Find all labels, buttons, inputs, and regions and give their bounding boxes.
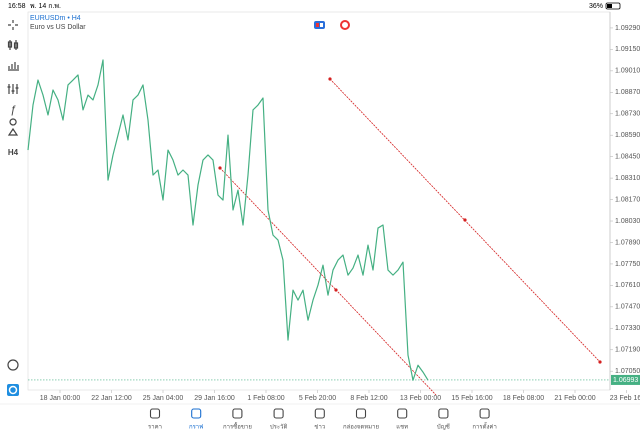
y-tick-label: 1.07050 (615, 368, 640, 375)
status-time: 16:58 (8, 3, 26, 10)
tab-icon[interactable] (149, 408, 161, 419)
y-tick-label: 1.08590 (615, 132, 640, 139)
y-tick-label: 1.08310 (615, 175, 640, 182)
tab-label[interactable]: แชท (396, 424, 408, 431)
left-toolbar: ƒ H4 (7, 20, 19, 396)
x-tick-label: 5 Feb 20:00 (299, 395, 336, 402)
x-tick-label: 25 Jan 04:00 (143, 395, 184, 402)
x-tick-label: 18 Jan 00:00 (40, 395, 81, 402)
plot: 1.09290 1.09150 1.09010 1.08870 1.08730 1.085… (27, 25, 640, 402)
tab-label[interactable]: บัญชี (437, 423, 450, 431)
chart-area (27, 11, 611, 391)
sell-mark (316, 23, 319, 27)
y-tick-label: 1.08450 (615, 154, 640, 161)
tab-label[interactable]: กราฟ (189, 424, 203, 431)
status-date: พ. 14 ก.พ. (30, 3, 61, 10)
y-tick-label: 1.07330 (615, 325, 640, 332)
x-tick-label: 18 Feb 08:00 (503, 395, 544, 402)
chart-symbol: EURUSDm • H4 (30, 15, 81, 22)
settings-tool[interactable] (7, 84, 19, 94)
tab-icon[interactable] (397, 408, 408, 419)
trend-handle[interactable] (328, 77, 332, 81)
signal-icon[interactable] (340, 20, 350, 30)
x-tick-label: 1 Feb 08:00 (247, 395, 284, 402)
tab-icon[interactable] (273, 408, 284, 419)
x-tick-label: 22 Jan 12:00 (91, 395, 132, 402)
y-tick-label: 1.08730 (615, 111, 640, 118)
tab-label[interactable]: การตั้งค่า (472, 421, 496, 431)
tab-icon[interactable] (479, 408, 490, 419)
y-tick-label: 1.08030 (615, 218, 640, 225)
tab-icon[interactable] (191, 408, 202, 419)
y-tick-label: 1.07470 (615, 304, 640, 311)
tab-label[interactable]: ราคา (148, 424, 162, 431)
x-tick-label: 15 Feb 16:00 (451, 395, 492, 402)
battery-level (607, 4, 612, 8)
indicators-tool[interactable] (8, 62, 19, 71)
buy-mark (320, 23, 323, 27)
trend-line[interactable] (219, 167, 437, 396)
status-battery: 36% (589, 3, 603, 10)
history-tool[interactable] (7, 359, 19, 371)
y-tick-label: 1.08170 (615, 196, 640, 203)
chart-description: Euro vs US Dollar (30, 24, 86, 31)
tab-icon[interactable] (232, 408, 243, 419)
tab-label[interactable]: ข่าว (314, 424, 325, 431)
current-price-box (611, 374, 640, 385)
y-tick-label: 1.09150 (615, 46, 640, 53)
tab-icon[interactable] (438, 408, 449, 419)
tab-label[interactable]: กล่องจดหมาย (343, 424, 379, 431)
crosshair-tool[interactable] (8, 20, 18, 30)
y-tick-label: 1.09290 (615, 25, 640, 32)
trend-handle[interactable] (598, 360, 602, 364)
function-tool[interactable]: ƒ (10, 104, 16, 116)
trend-handle[interactable] (218, 166, 222, 170)
objects-tool[interactable] (7, 118, 19, 136)
app-icon-ring (8, 385, 18, 395)
tab-bar: ราคา กราฟ การซื้อขาย ประวัติ ข่าว กล่องจดหมาย… (148, 408, 497, 431)
timeframe-button[interactable]: H4 (8, 148, 19, 157)
x-tick-label: 13 Feb 00:00 (400, 395, 441, 402)
y-tick-label: 1.07190 (615, 347, 640, 354)
y-tick-label: 1.07750 (615, 261, 640, 268)
tab-label[interactable]: ประวัติ (270, 424, 288, 431)
current-price-label: 1.06993 (613, 377, 638, 384)
trend-handle[interactable] (463, 218, 467, 222)
x-tick-label: 29 Jan 16:00 (194, 395, 235, 402)
x-tick-label: 21 Feb 00:00 (554, 395, 595, 402)
y-tick-label: 1.07610 (615, 282, 640, 289)
price-line (27, 59, 429, 381)
y-tick-label: 1.07890 (615, 239, 640, 246)
y-tick-label: 1.09010 (615, 68, 640, 75)
one-click-trading[interactable] (314, 21, 325, 29)
tab-icon[interactable] (355, 408, 367, 419)
y-tick-label: 1.08870 (615, 89, 640, 96)
tab-label[interactable]: การซื้อขาย (223, 421, 252, 431)
tab-icon[interactable] (314, 408, 325, 419)
battery-icon (605, 2, 621, 10)
chart-type-tool[interactable] (7, 40, 19, 50)
trend-handle[interactable] (334, 288, 338, 292)
x-tick-label: 8 Feb 12:00 (350, 395, 387, 402)
x-tick-label: 23 Feb 16: (610, 395, 640, 402)
